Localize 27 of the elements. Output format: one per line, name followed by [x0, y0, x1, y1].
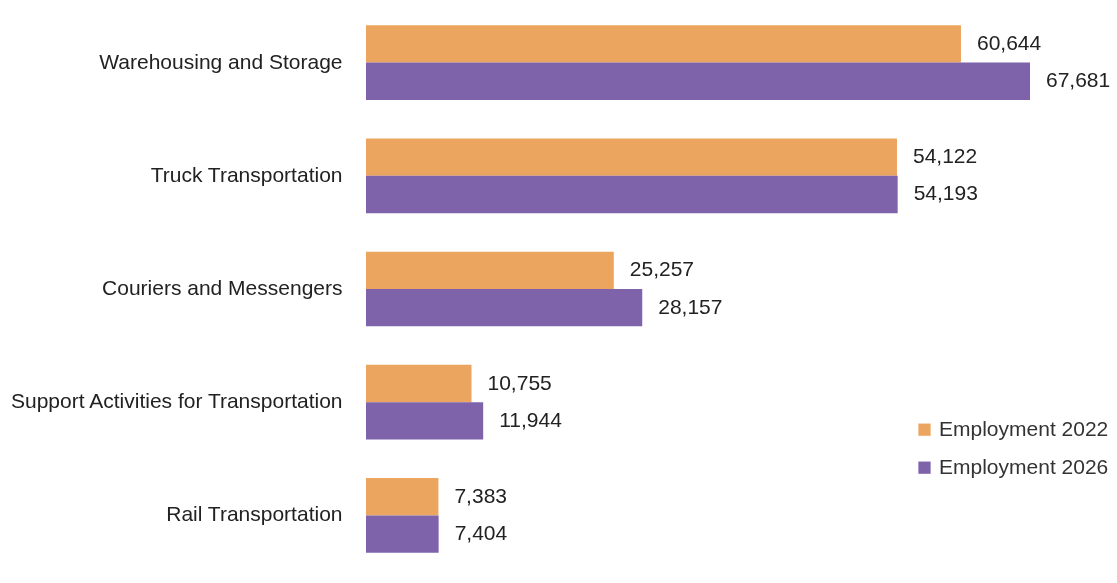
data-label: 54,122 [912, 144, 978, 168]
y-tick-label: Truck Transportation [150, 162, 343, 186]
bar [366, 478, 439, 516]
bar [366, 402, 484, 440]
bar [366, 175, 898, 214]
bar [366, 289, 643, 327]
y-tick-label: Couriers and Messengers [102, 276, 343, 299]
data-label: 7,383 [454, 483, 507, 507]
bar [366, 138, 897, 176]
bar [366, 62, 1030, 100]
bar [366, 25, 961, 63]
data-label: 7,404 [454, 521, 508, 545]
data-label: 11,944 [499, 407, 563, 431]
data-label: 54,193 [913, 181, 978, 205]
bar [366, 251, 614, 289]
data-label: 67,681 [1046, 68, 1111, 92]
bar [366, 515, 439, 553]
y-tick-label: Warehousing and Storage [99, 49, 343, 73]
data-label: 60,644 [976, 30, 1042, 54]
y-tick-label: Support Activities for Transportation [11, 389, 343, 413]
data-label: 25,257 [629, 257, 695, 281]
legend-label: Employment 2022 [939, 416, 1109, 440]
y-tick-label: Rail Transportation [166, 502, 343, 526]
data-label: 28,157 [658, 294, 723, 318]
data-label: 10,755 [487, 370, 552, 394]
bar [366, 364, 472, 403]
legend-label: Employment 2026 [939, 454, 1109, 478]
